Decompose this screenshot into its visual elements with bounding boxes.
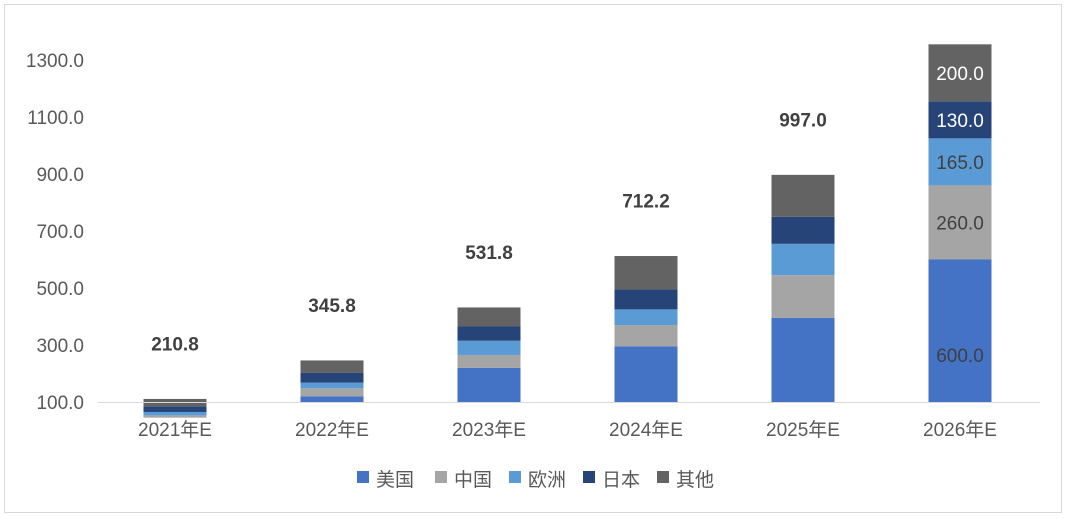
y-tick-label: 300.0 <box>36 336 84 357</box>
bar-segment <box>143 411 207 416</box>
total-data-label: 531.8 <box>465 243 513 264</box>
total-data-label: 997.0 <box>779 110 827 131</box>
total-data-label: 210.8 <box>151 334 199 355</box>
bar-segment <box>457 326 521 341</box>
bar-segment <box>771 216 835 244</box>
bar-segment <box>457 307 521 327</box>
bar-segment <box>771 174 835 217</box>
bar-segment <box>928 259 992 402</box>
x-tick-label: 2021年E <box>138 419 212 441</box>
chart-frame <box>4 4 1062 513</box>
x-tick-label: 2024年E <box>609 419 683 441</box>
legend-swatch <box>435 471 447 483</box>
bar-segment <box>300 382 364 389</box>
bar-segment <box>457 354 521 368</box>
bar-segment <box>300 360 364 373</box>
legend-swatch <box>583 471 595 483</box>
bar-segment <box>614 325 678 347</box>
bar-segment <box>928 101 992 139</box>
bar-segment <box>771 243 835 276</box>
legend-swatch <box>357 471 369 483</box>
legend-swatch <box>657 471 669 483</box>
legend-swatch <box>509 471 521 483</box>
y-tick-label: 500.0 <box>36 279 84 300</box>
x-tick-label: 2025年E <box>766 419 840 441</box>
bar-segment <box>457 367 521 402</box>
x-tick-label: 2026年E <box>923 419 997 441</box>
total-data-label: 345.8 <box>308 296 356 317</box>
segment-data-label: 130.0 <box>936 111 984 132</box>
bar-segment <box>928 138 992 186</box>
y-tick-label: 100.0 <box>36 393 84 414</box>
x-tick-label: 2022年E <box>295 419 369 441</box>
bar-segment <box>928 185 992 260</box>
segment-data-label: 260.0 <box>936 213 984 234</box>
x-tick-label: 2023年E <box>452 419 526 441</box>
bar-segment <box>771 317 835 402</box>
total-data-label: 712.2 <box>622 192 670 213</box>
legend-entry: 美国 <box>376 469 414 491</box>
bar-segment <box>143 415 207 418</box>
bar-segment <box>457 340 521 355</box>
bar-segment <box>614 289 678 310</box>
bar-segment <box>143 406 207 412</box>
bar-segment <box>928 44 992 102</box>
bar-segment <box>771 275 835 318</box>
bar-segment <box>614 309 678 326</box>
bar-segment <box>300 388 364 397</box>
y-tick-label: 700.0 <box>36 222 84 243</box>
bar-segment <box>614 256 678 290</box>
legend-entry: 其他 <box>676 469 714 491</box>
segment-data-label: 165.0 <box>936 153 984 174</box>
bar-segment <box>300 396 364 402</box>
y-tick-label: 900.0 <box>36 165 84 186</box>
legend-entry: 欧洲 <box>528 469 566 491</box>
bar-segment <box>614 346 678 402</box>
y-tick-label: 1100.0 <box>27 108 84 129</box>
bar-segment <box>300 372 364 383</box>
y-tick-label: 1300.0 <box>26 51 84 72</box>
segment-data-label: 200.0 <box>936 64 984 85</box>
legend-entry: 中国 <box>454 469 492 491</box>
legend-entry: 日本 <box>602 469 640 491</box>
segment-data-label: 600.0 <box>936 346 984 367</box>
